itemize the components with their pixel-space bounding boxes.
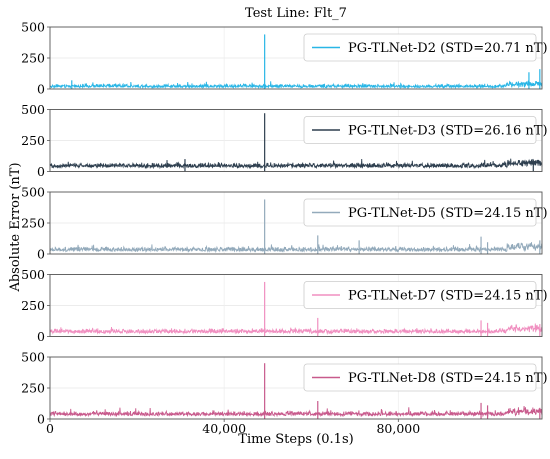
legend-2: PG-TLNet-D3 (STD=26.16 nT) [303, 116, 548, 144]
legend-1: PG-TLNet-D2 (STD=20.71 nT) [303, 33, 548, 62]
legend-box [303, 363, 537, 392]
panel-4: 0 250 500 PG-TLNet-D7 (STD=24.15 nT) [21, 267, 547, 344]
chart-title: Test Line: Flt_7 [245, 6, 347, 21]
y-tick-label: 0 [37, 412, 45, 427]
panels: 0 250 500 PG-TLNet-D2 (STD=20.71 nT) 0 250 500… [21, 20, 547, 427]
x-axis-ticks: 0 40,000 80,000 [46, 419, 420, 436]
x-axis-label: Time Steps (0.1s) [238, 432, 353, 447]
legend-box [303, 116, 537, 144]
x-tick-label: 40,000 [202, 421, 246, 436]
legend-5: PG-TLNet-D8 (STD=24.15 nT) [303, 363, 548, 392]
y-tick-label: 500 [21, 102, 45, 117]
legend-label: PG-TLNet-D7 (STD=24.15 nT) [348, 289, 548, 304]
y-axis-label: Absolute Error (nT) [8, 162, 23, 292]
legend-label: PG-TLNet-D5 (STD=24.15 nT) [348, 206, 548, 221]
y-tick-label: 250 [21, 381, 45, 396]
y-tick-label: 250 [21, 133, 45, 148]
y-tick-label: 500 [21, 350, 45, 365]
legend-label: PG-TLNet-D3 (STD=26.16 nT) [348, 124, 548, 139]
legend-box [303, 33, 537, 62]
series-line-4 [49, 323, 543, 336]
x-tick-label: 0 [46, 421, 54, 436]
series-line-3 [49, 242, 543, 254]
y-tick-label: 250 [21, 298, 45, 313]
y-tick-label: 500 [21, 185, 45, 200]
panel-1: 0 250 500 PG-TLNet-D2 (STD=20.71 nT) [21, 20, 547, 97]
legend-3: PG-TLNet-D5 (STD=24.15 nT) [303, 198, 548, 227]
legend-label: PG-TLNet-D8 (STD=24.15 nT) [348, 371, 548, 386]
y-tick-label: 0 [37, 247, 45, 262]
y-tick-label: 500 [21, 267, 45, 282]
series-line-1 [49, 80, 543, 90]
x-tick-label: 80,000 [376, 421, 420, 436]
series-line-2 [49, 158, 543, 170]
y-tick-label: 0 [37, 82, 45, 97]
y-tick-label: 250 [21, 216, 45, 231]
panel-5: 0 250 500 PG-TLNet-D8 (STD=24.15 nT) [21, 350, 547, 427]
panel-3: 0 250 500 PG-TLNet-D5 (STD=24.15 nT) [21, 185, 547, 262]
legend-box [303, 198, 537, 227]
y-tick-label: 0 [37, 164, 45, 179]
y-tick-label: 500 [21, 20, 45, 35]
series-line-5 [49, 405, 543, 418]
legend-label: PG-TLNet-D2 (STD=20.71 nT) [348, 41, 548, 56]
panel-2: 0 250 500 PG-TLNet-D3 (STD=26.16 nT) [21, 102, 547, 179]
legend-4: PG-TLNet-D7 (STD=24.15 nT) [303, 281, 548, 309]
y-tick-label: 250 [21, 51, 45, 66]
y-tick-label: 0 [37, 329, 45, 344]
legend-box [303, 281, 537, 309]
